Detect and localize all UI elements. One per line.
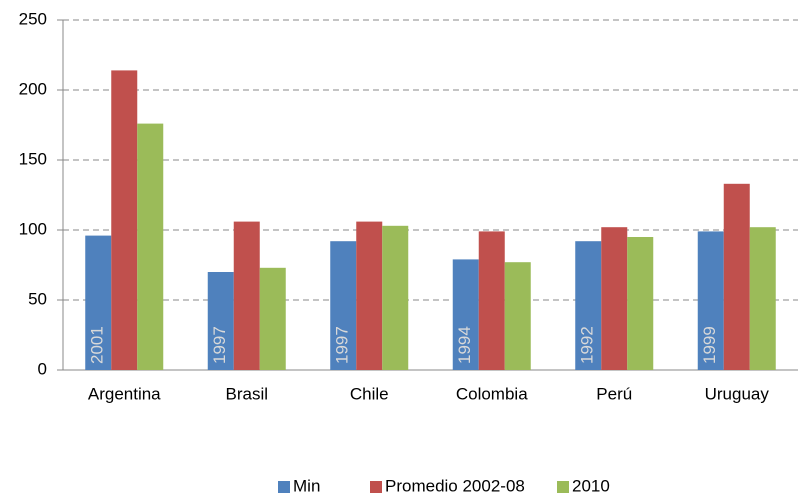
bar xyxy=(85,235,112,370)
bar xyxy=(330,241,357,370)
bar-label: 2001 xyxy=(88,326,107,364)
y-tick-label: 0 xyxy=(38,359,47,378)
x-tick-label: Colombia xyxy=(456,384,528,403)
bar xyxy=(504,262,531,370)
bar xyxy=(382,225,409,370)
y-tick-label: 50 xyxy=(28,289,47,308)
y-tick-label: 200 xyxy=(19,79,47,98)
bar-label: 1997 xyxy=(210,326,229,364)
bar xyxy=(207,272,234,370)
bar xyxy=(452,259,479,370)
y-tick-label: 150 xyxy=(19,149,47,168)
bar xyxy=(575,241,602,370)
bar-label: 1997 xyxy=(333,326,352,364)
bar xyxy=(259,267,286,370)
bar-label: 1999 xyxy=(700,326,719,364)
legend-swatch xyxy=(278,481,290,493)
bar xyxy=(233,221,260,370)
x-tick-label: Chile xyxy=(350,384,389,403)
bar-label: 1994 xyxy=(455,326,474,364)
y-tick-label: 100 xyxy=(19,219,47,238)
bar xyxy=(478,231,505,370)
bar xyxy=(137,123,164,370)
legend-swatch xyxy=(557,481,569,493)
bar xyxy=(697,231,724,370)
legend-swatch xyxy=(370,481,382,493)
bar xyxy=(723,183,750,370)
bar-label: 1992 xyxy=(578,326,597,364)
x-tick-label: Uruguay xyxy=(705,384,770,403)
bar xyxy=(627,237,654,370)
x-tick-label: Argentina xyxy=(88,384,161,403)
bar xyxy=(601,227,628,370)
bar xyxy=(749,227,776,370)
legend-label: Min xyxy=(293,476,320,495)
legend-label: Promedio 2002-08 xyxy=(385,476,525,495)
x-tick-label: Perú xyxy=(596,384,632,403)
y-tick-label: 250 xyxy=(19,9,47,28)
bar xyxy=(356,221,383,370)
legend-label: 2010 xyxy=(572,476,610,495)
bar xyxy=(111,70,138,371)
x-tick-label: Brasil xyxy=(225,384,268,403)
